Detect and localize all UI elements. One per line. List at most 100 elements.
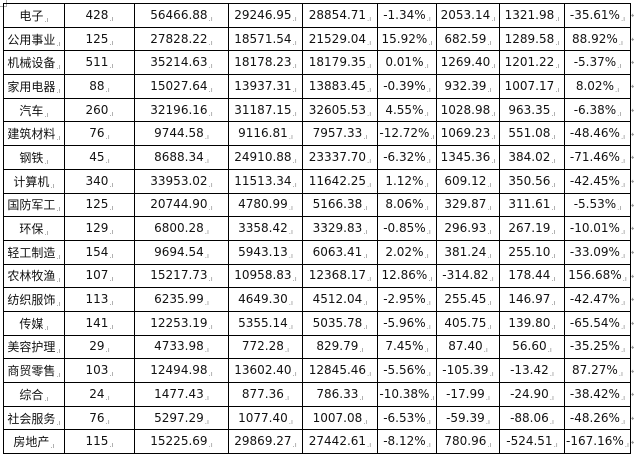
table-row: 钢铁.ı 45.ı 8688.34.ı 24910.88.ı 23337.70.ı -6.… (3, 145, 631, 170)
cell-value-a: 32196.16.ı (134, 97, 229, 123)
cell-value-a: 27828.22.ı (134, 26, 229, 52)
cell-text: 76 (89, 126, 105, 141)
table-row: 农林牧渔.ı 107.ı 15217.73.ı 10958.83.ı 12368.17.… (3, 263, 631, 289)
cell-text: 932.39 (444, 78, 487, 93)
paragraph-mark-icon: .ı (426, 228, 431, 237)
cell-text: -524.51 (506, 434, 553, 449)
paragraph-mark-icon: .ı (204, 417, 209, 426)
cell-value-e: 1201.22.ı (499, 50, 565, 76)
cell-text: 美容护理 (7, 340, 56, 355)
cell-text: 钢铁 (19, 150, 44, 165)
cell-change-pct-2: -10.01%.ı (564, 216, 631, 241)
paragraph-mark-icon: .ı (288, 228, 293, 237)
paragraph-mark-icon: .ı (555, 38, 560, 47)
row-end-mark-icon: ↵ (631, 248, 634, 257)
cell-value-e: 267.19.ı (499, 216, 565, 241)
cell-text: 786.33 (316, 386, 359, 401)
cell-change-pct-2: -65.54%.ı (564, 310, 631, 336)
paragraph-mark-icon: .ı (359, 393, 364, 402)
cell-value-d: -17.99.ı (436, 382, 500, 407)
paragraph-mark-icon: .ı (292, 85, 297, 94)
paragraph-mark-icon: .ı (491, 133, 496, 142)
paragraph-mark-icon: .ı (208, 180, 213, 189)
cell-value-e: 551.08.ı (499, 121, 565, 147)
cell-text: 7957.33 (312, 126, 363, 141)
cell-text: 18178.23 (234, 55, 292, 70)
cell-value-a: 15225.69.ı (134, 429, 229, 455)
paragraph-mark-icon: .ı (426, 417, 431, 426)
paragraph-mark-icon: .ı (105, 393, 110, 402)
cell-text: 8.06% (385, 197, 424, 212)
paragraph-mark-icon: .ı (363, 228, 368, 237)
paragraph-mark-icon: .ı (487, 228, 492, 237)
cell-value-b: 9116.81.ı (228, 121, 303, 147)
cell-text: -2.95% (383, 292, 426, 307)
cell-industry-name: 社会服务.ı (3, 405, 65, 431)
cell-text: 纺织服饰 (7, 293, 56, 308)
paragraph-mark-icon: .ı (109, 204, 114, 213)
paragraph-mark-icon: .ı (288, 322, 293, 331)
cell-text: -35.25% (569, 339, 620, 354)
paragraph-mark-icon: .ı (424, 251, 429, 260)
paragraph-mark-icon: .ı (620, 346, 626, 355)
paragraph-mark-icon: .ı (56, 63, 61, 72)
cell-text: -13.42 (510, 363, 549, 378)
paragraph-mark-icon: .ı (549, 417, 554, 426)
cell-value-b: 3358.42.ı (228, 216, 303, 241)
cell-text: 计算机 (13, 174, 50, 189)
cell-value-a: 1477.43.ı (134, 382, 229, 407)
paragraph-mark-icon: .ı (109, 299, 114, 308)
cell-count: 340.ı (64, 168, 135, 194)
paragraph-mark-icon: .ı (363, 299, 368, 308)
cell-text: -5.37% (573, 55, 617, 70)
paragraph-mark-icon: .ı (551, 299, 556, 308)
paragraph-mark-icon: .ı (56, 134, 61, 143)
cell-text: 5355.14 (238, 315, 288, 330)
cell-text: 428 (85, 7, 109, 22)
paragraph-mark-icon: .ı (551, 180, 556, 189)
paragraph-mark-icon: .ı (614, 85, 620, 94)
cell-text: 0.01% (385, 55, 424, 70)
cell-value-e: -13.42.ı (499, 358, 565, 383)
cell-industry-name: 建筑材料.ı (3, 121, 65, 147)
paragraph-mark-icon: .ı (430, 393, 435, 402)
cell-value-b: 24910.88.ı (228, 145, 303, 170)
row-end-mark-icon: ↵ (631, 201, 634, 210)
cell-count: 76.ı (64, 405, 135, 431)
cell-text: 609.12 (444, 173, 487, 188)
cell-text: 877.36 (241, 386, 284, 401)
cell-change-pct-2: 156.68%.ı (564, 263, 631, 289)
table-row: 社会服务.ı 76.ı 5297.29.ı 1077.40.ı 1007.08.ı -6.… (3, 405, 631, 431)
cell-text: 21529.04 (308, 31, 367, 46)
cell-text: 255.45 (444, 292, 487, 307)
cell-industry-name: 汽车.ı (3, 97, 65, 123)
paragraph-mark-icon: .ı (367, 85, 372, 94)
cell-industry-name: 综合.ı (3, 382, 65, 407)
cell-text: 6063.41 (312, 244, 363, 259)
cell-text: 87.27% (572, 363, 618, 378)
paragraph-mark-icon: .ı (424, 204, 429, 213)
paragraph-mark-icon: .ı (618, 370, 623, 379)
cell-value-d: 682.59.ı (436, 26, 500, 52)
cell-value-e: 1321.98.ı (499, 3, 565, 28)
cell-text: 780.96 (444, 434, 487, 449)
row-end-mark-icon: ↵ (631, 295, 634, 304)
cell-text: 5166.38 (312, 197, 363, 212)
cell-change-pct: 12.86%.ı (377, 263, 437, 289)
table-row: 建筑材料.ı 76.ı 9744.58.ı 9116.81.ı 7957.33.ı -12… (3, 121, 631, 147)
row-end-mark-icon: ↵ (631, 58, 634, 67)
cell-text: 107 (85, 268, 109, 283)
cell-text: 轻工制造 (7, 245, 56, 260)
cell-value-c: 21529.04.ı (302, 26, 378, 52)
row-end-mark-icon: ↵ (631, 35, 634, 44)
cell-text: 家用电器 (7, 79, 56, 94)
cell-value-d: 1028.98.ı (436, 97, 500, 123)
paragraph-mark-icon: .ı (44, 15, 49, 24)
cell-value-e: 350.56.ı (499, 168, 565, 194)
cell-text: 350.56 (508, 173, 551, 188)
paragraph-mark-icon: .ı (426, 85, 431, 94)
paragraph-mark-icon: .ı (288, 299, 293, 308)
cell-change-pct: 1.12%.ı (377, 168, 437, 194)
cell-value-a: 8688.34.ı (134, 145, 229, 170)
cell-text: 环保 (19, 222, 44, 237)
